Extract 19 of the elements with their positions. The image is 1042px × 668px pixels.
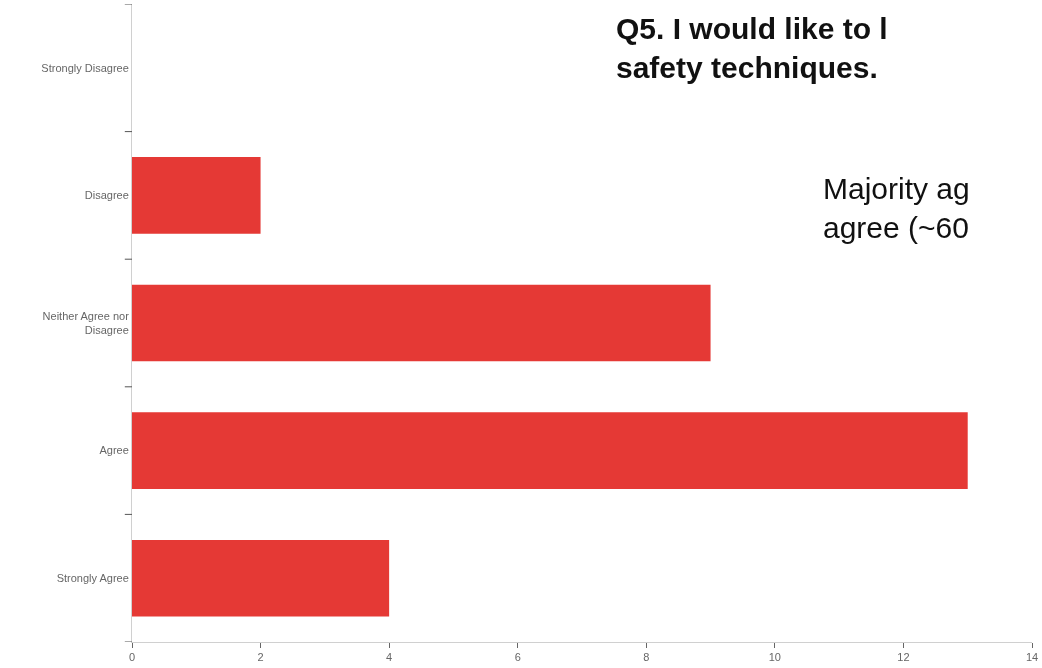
y-tick-label: Neither Agree nor Disagree — [42, 309, 130, 336]
x-tick-label: 14 — [1025, 651, 1039, 664]
x-tick-label: 2 — [257, 651, 264, 664]
bar — [132, 412, 968, 489]
bar — [132, 284, 711, 362]
bar — [132, 157, 261, 234]
y-tick-label: Disagree — [84, 189, 129, 202]
x-tick-label: 12 — [897, 651, 910, 664]
x-tick-label: 6 — [514, 651, 521, 664]
bar — [132, 539, 390, 617]
x-tick-label: 8 — [643, 651, 650, 664]
x-tick-label: 4 — [386, 651, 393, 664]
y-tick-label: Strongly Disagree — [41, 61, 129, 74]
text: Q5. I would like to l safety techniques. — [616, 12, 888, 84]
y-tick-label: Strongly Agree — [56, 572, 129, 585]
x-tick-label: 10 — [768, 651, 781, 664]
x-tick-label: 0 — [128, 651, 136, 664]
annotation: Majority ag agree (~60 — [823, 172, 970, 244]
y-tick-label: Agree — [99, 444, 129, 457]
